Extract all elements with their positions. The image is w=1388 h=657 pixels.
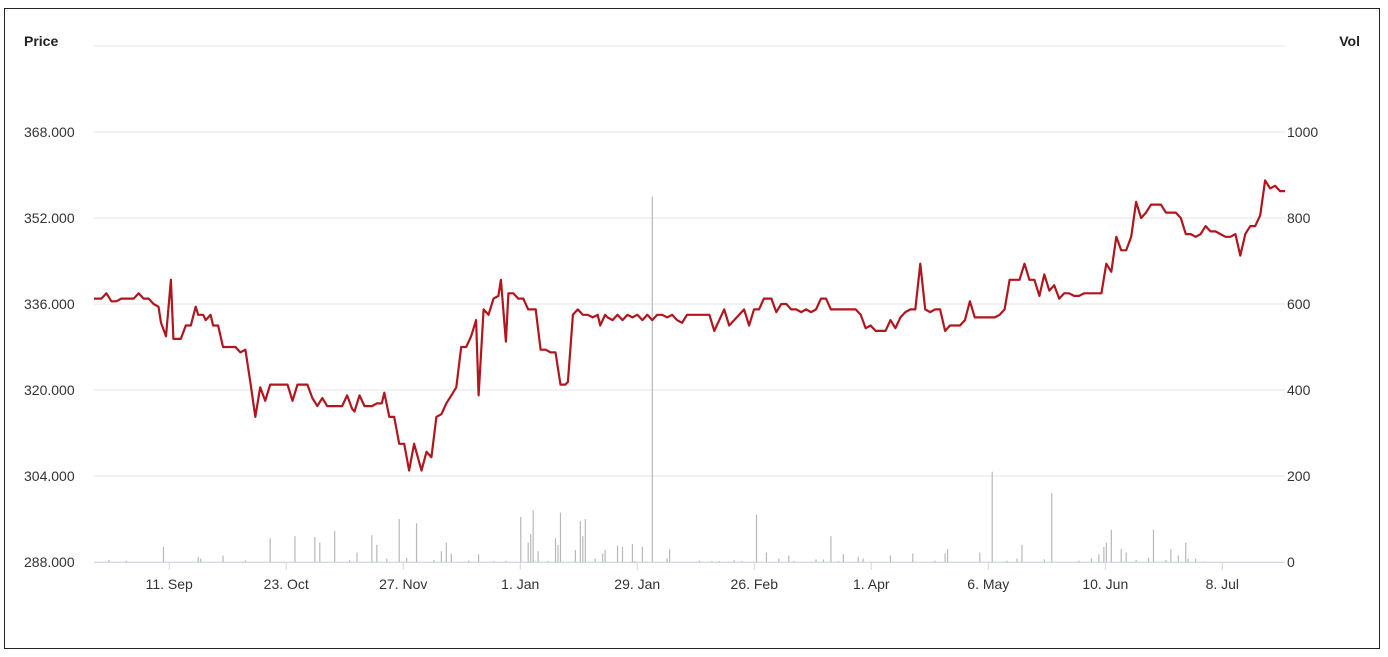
x-tick-label: 8. Jul xyxy=(1206,576,1239,592)
y-right-title: Vol xyxy=(1339,33,1360,49)
y-left-title: Price xyxy=(24,33,58,49)
y-right-tick-label: 400 xyxy=(1287,382,1311,398)
x-tick-label: 26. Feb xyxy=(731,576,779,592)
x-tick-label: 1. Apr xyxy=(853,576,890,592)
price-series xyxy=(94,179,1285,472)
y-right-tick-label: 200 xyxy=(1287,468,1311,484)
x-tick-label: 27. Nov xyxy=(379,576,427,592)
x-tick-label: 6. May xyxy=(967,576,1009,592)
y-right-tick-label: 1000 xyxy=(1287,124,1318,140)
y-right-tick-label: 600 xyxy=(1287,296,1311,312)
axes: 288.000 304.000 320.000 336.000 352.000 368.0… xyxy=(24,124,1318,592)
y-left-tick-label: 320.000 xyxy=(24,382,75,398)
volume-bars xyxy=(108,196,1204,562)
x-tick-label: 11. Sep xyxy=(146,576,193,592)
y-left-tick-label: 336.000 xyxy=(24,296,75,312)
y-left-tick-label: 352.000 xyxy=(24,210,75,226)
x-tick-label: 29. Jan xyxy=(614,576,660,592)
x-tick-label: 1. Jan xyxy=(501,576,539,592)
grid xyxy=(94,45,1285,563)
y-left-tick-label: 288.000 xyxy=(24,554,75,570)
y-left-tick-label: 304.000 xyxy=(24,468,75,484)
x-tick-label: 10. Jun xyxy=(1082,576,1128,592)
chart-frame xyxy=(4,8,1380,649)
price-line xyxy=(94,179,1285,472)
y-right-tick-label: 800 xyxy=(1287,210,1311,226)
y-left-tick-label: 368.000 xyxy=(24,124,75,140)
y-right-tick-label: 0 xyxy=(1287,554,1295,570)
x-tick-label: 23. Oct xyxy=(264,576,309,592)
